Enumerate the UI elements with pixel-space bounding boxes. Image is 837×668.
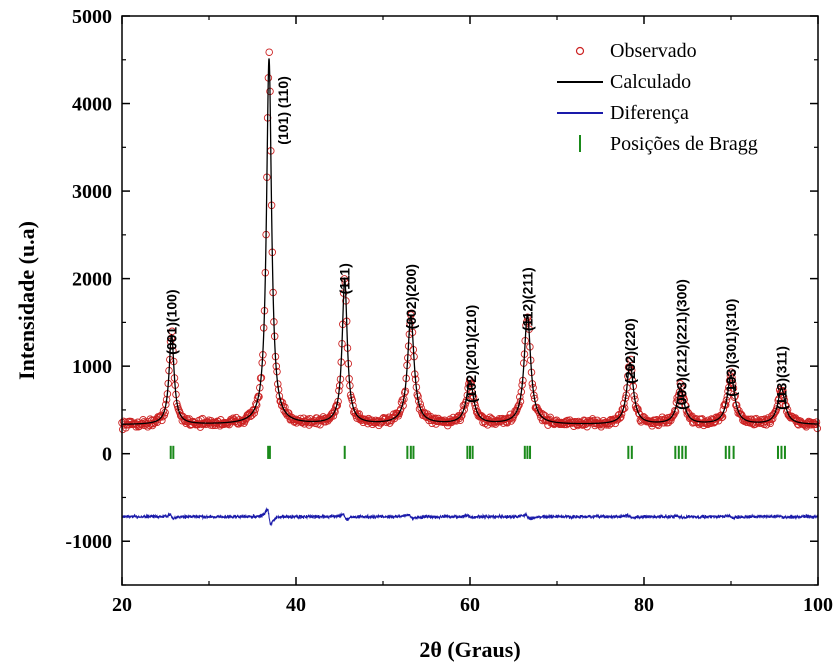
difference-series <box>121 506 819 527</box>
observed-point <box>158 412 167 421</box>
observed-point <box>627 355 635 364</box>
observed-point <box>510 410 519 419</box>
observed-point <box>768 414 777 423</box>
observed-point <box>382 418 391 427</box>
legend: Observado Calculado Diferença Posições de B… <box>557 40 758 155</box>
peak-label: (111) <box>337 263 353 294</box>
observed-point <box>676 380 685 388</box>
legend-label: Observado <box>610 40 697 62</box>
y-axis-title: Intensidade (u.a) <box>14 221 39 380</box>
legend-label: Calculado <box>610 71 691 93</box>
x-tick-label: 80 <box>634 594 654 616</box>
y-tick-label: 0 <box>102 444 112 466</box>
observed-point <box>514 402 522 411</box>
observed-point <box>156 413 165 421</box>
observed-point <box>671 406 679 415</box>
observed-point <box>669 411 677 420</box>
y-tick-label: 3000 <box>72 181 112 203</box>
peak-label: (202)(220) <box>622 318 638 383</box>
peak-label: (101) (110) <box>275 76 291 144</box>
plot-frame <box>121 15 819 586</box>
peak-label: (003)(212)(221)(300) <box>673 279 689 410</box>
observed-point <box>168 327 176 336</box>
bragg-positions <box>169 445 786 459</box>
observed-point <box>737 410 746 419</box>
x-tick-label: 100 <box>803 594 833 616</box>
y-tick-label: 4000 <box>72 94 112 116</box>
y-tick-label: 1000 <box>72 356 112 378</box>
series-layer <box>118 48 822 527</box>
x-axis-title: 2θ (Graus) <box>419 637 520 662</box>
observed-point <box>515 401 523 409</box>
observed-point <box>386 416 395 424</box>
peak-label: (103)(301)(310) <box>723 299 739 397</box>
observed-point <box>471 401 479 409</box>
observed-point <box>477 412 486 420</box>
peak-labels: (001)(100) (101) (110) (111) (002)(200) (102… <box>164 76 790 410</box>
legend-label: Diferença <box>610 102 689 124</box>
peak-label: (112)(211) <box>519 267 535 331</box>
peak-label: (001)(100) <box>164 289 180 354</box>
legend-swatch-observed <box>575 46 585 56</box>
observed-point <box>277 397 285 406</box>
observed-point <box>703 419 711 428</box>
y-tick-label: 5000 <box>72 6 112 28</box>
observed-point <box>808 420 816 429</box>
peak-label: (102)(201)(210) <box>463 305 479 403</box>
observed-point <box>465 376 474 384</box>
peak-label: (113)(311) <box>774 346 790 410</box>
legend-label: Posições de Bragg <box>610 133 758 155</box>
observed-point <box>726 372 735 380</box>
observed-point <box>472 404 480 413</box>
x-tick-label: 60 <box>460 594 480 616</box>
x-tick-label: 40 <box>286 594 306 616</box>
observed-point <box>635 409 643 417</box>
observed-point <box>265 48 273 56</box>
observed-point <box>616 414 624 422</box>
observed-point <box>619 405 627 413</box>
y-tick-label: -1000 <box>65 531 112 553</box>
observed-point <box>179 412 187 421</box>
y-tick-label: 2000 <box>72 269 112 291</box>
observed-point <box>457 412 465 421</box>
observed-point <box>595 421 604 429</box>
observed-point <box>499 419 508 427</box>
observed-point <box>617 410 626 418</box>
peak-label: (002)(200) <box>403 264 419 329</box>
x-tick-label: 20 <box>112 594 132 616</box>
axes-layer: 20 40 60 80 100 -1000 0 1000 2000 3000 4000 5000 <box>65 6 833 616</box>
observed-point <box>180 415 188 424</box>
calculated-series <box>122 58 818 425</box>
observed-point <box>770 409 778 418</box>
